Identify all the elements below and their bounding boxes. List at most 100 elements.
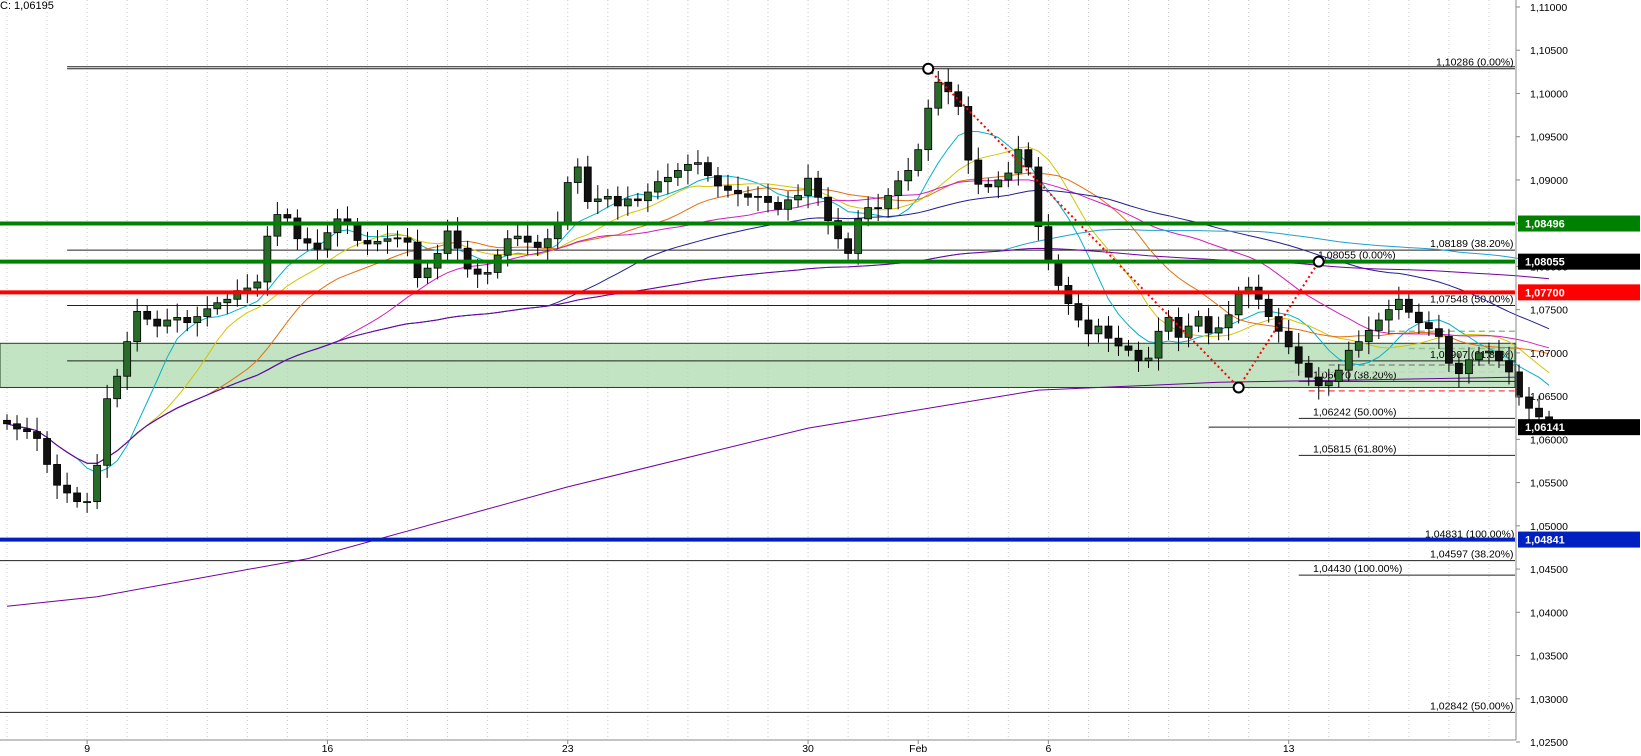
time-tick-label: 23 (562, 743, 574, 755)
candle-body (954, 91, 963, 107)
candle-body (964, 106, 973, 161)
candle-body (714, 175, 722, 187)
fib-label: 1,04430 (100.00%) (1313, 563, 1402, 575)
candle-body (543, 238, 552, 248)
price-level-badge-label: 1,06141 (1525, 422, 1565, 434)
candle-body (363, 240, 372, 245)
price-tick-label: 1,09000 (1530, 175, 1568, 187)
candle-body (814, 177, 822, 198)
candle-body (1044, 226, 1053, 261)
candle-body (1184, 325, 1193, 338)
swing-point-marker (1232, 381, 1245, 394)
candle-body (1124, 345, 1133, 351)
candle-body (313, 242, 322, 250)
candle-body (213, 302, 222, 310)
candle-body (503, 238, 512, 256)
price-tick-label: 1,07500 (1530, 305, 1568, 317)
candle-body (473, 268, 482, 275)
candle-body (1364, 329, 1373, 343)
price-tick-label: 1,03500 (1530, 651, 1568, 663)
fib-label: 1,02842 (50.00%) (1430, 700, 1513, 712)
candle-body (1104, 325, 1113, 339)
candle-body (1304, 362, 1313, 378)
support-zone (0, 342, 1516, 388)
candle-body (663, 176, 672, 183)
candle-body (994, 179, 1003, 188)
candle-body (1014, 149, 1023, 174)
fib-label: 1,10286 (0.00%) (1436, 57, 1514, 69)
candle-body (373, 240, 382, 245)
candle-body (103, 398, 112, 466)
candle-body (123, 341, 132, 377)
candle-body (1034, 166, 1043, 228)
candle-body (1445, 336, 1453, 364)
candle-body (724, 185, 732, 191)
candle-body (1224, 314, 1233, 329)
candle-body (914, 149, 923, 171)
price-tick-label: 1,04500 (1530, 564, 1568, 576)
fib-label: 1,04597 (38.20%) (1430, 549, 1513, 561)
candle-body (483, 272, 492, 275)
candle-body (1264, 298, 1273, 317)
candle-body (1374, 319, 1383, 331)
candle-body (653, 181, 662, 193)
candle-body (1515, 371, 1523, 398)
fib-label: 1,08189 (38.20%) (1430, 238, 1513, 250)
time-tick-label: 13 (1283, 743, 1295, 755)
candle-body (904, 170, 913, 182)
candle-body (1354, 341, 1363, 351)
candle-body (1495, 350, 1503, 362)
candle-body (553, 223, 562, 240)
candle-body (193, 316, 202, 324)
candle-body (13, 423, 21, 430)
candle-body (3, 419, 11, 425)
candle-body (603, 195, 612, 200)
price-tick-label: 1,06500 (1530, 391, 1568, 403)
candle-body (894, 180, 903, 196)
candle-body (243, 287, 252, 292)
candle-body (73, 492, 81, 503)
candle-body (1535, 407, 1543, 418)
candle-body (1284, 330, 1293, 348)
fib-label: 1,04831 (100.00%) (1425, 528, 1514, 540)
price-tick-label: 1,10000 (1530, 88, 1568, 100)
moving-average-line (6, 146, 1550, 464)
time-tick-label: 30 (802, 743, 814, 755)
candle-body (734, 189, 742, 195)
candle-body (283, 214, 292, 219)
candle-body (93, 464, 102, 503)
candle-body (593, 198, 602, 202)
price-tick-label: 1,04000 (1530, 607, 1568, 619)
candle-body (1404, 298, 1413, 313)
candle-body (824, 196, 832, 221)
candle-body (744, 193, 752, 198)
candle-body (784, 199, 792, 210)
price-tick-label: 1,09500 (1530, 132, 1568, 144)
candle-body (163, 319, 172, 327)
price-tick-label: 1,10500 (1530, 45, 1568, 57)
candle-body (1234, 293, 1243, 316)
candle-body (113, 375, 122, 400)
price-tick-label: 1,03000 (1530, 694, 1568, 706)
price-level-badge (1518, 419, 1640, 436)
candle-body (1094, 325, 1103, 335)
price-tick-label: 1,11000 (1530, 2, 1567, 14)
price-level-badge (1518, 531, 1640, 548)
candle-body (23, 428, 31, 432)
candle-body (33, 431, 41, 439)
candle-body (774, 202, 782, 210)
candle-body (1194, 316, 1203, 327)
candle-body (393, 237, 402, 240)
candle-body (353, 223, 362, 241)
candle-body (263, 235, 272, 283)
candle-body (293, 217, 302, 240)
candle-body (143, 310, 152, 320)
moving-average-line (6, 189, 1550, 464)
candle-body (563, 182, 572, 225)
candle-body (423, 267, 432, 279)
candle-body (613, 195, 622, 207)
candle-body (1204, 316, 1213, 334)
candle-body (884, 195, 893, 209)
